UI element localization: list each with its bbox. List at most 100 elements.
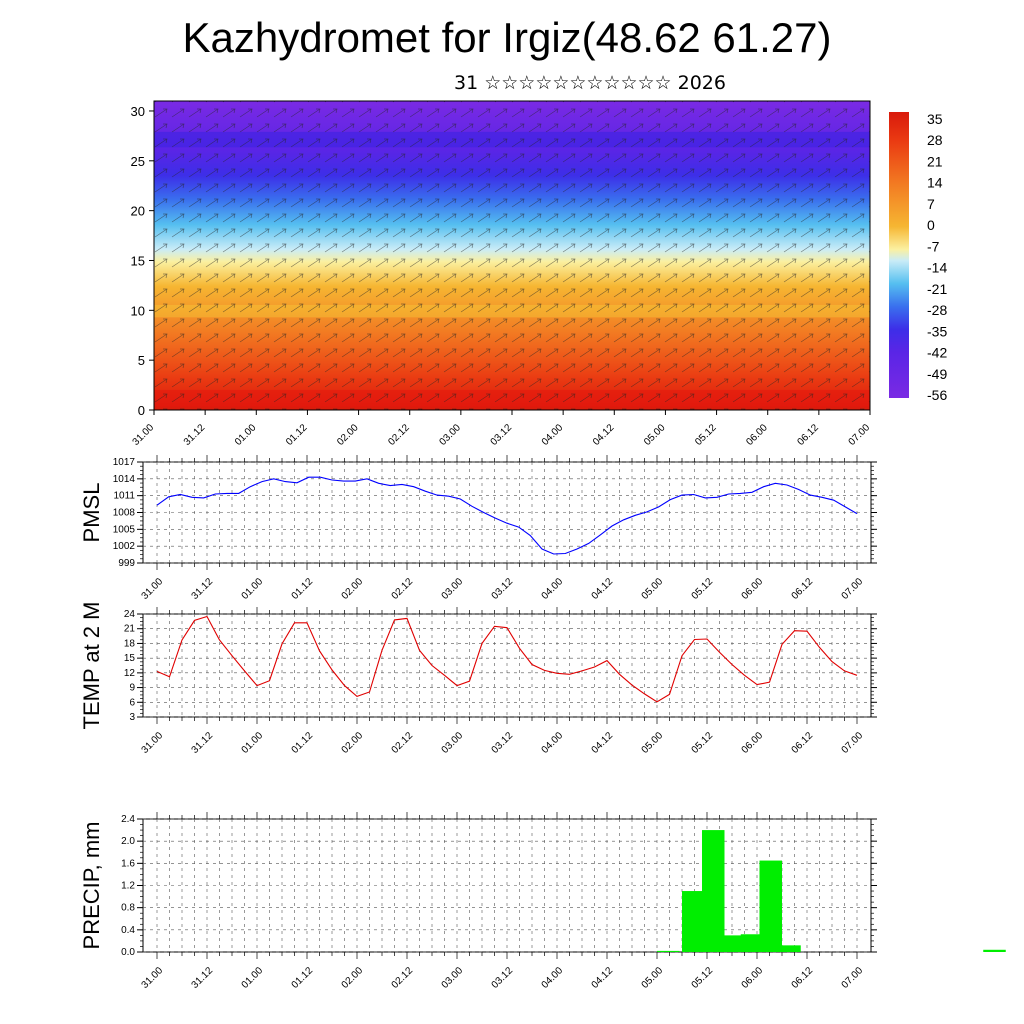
y-tick-label: 1011 [113, 491, 135, 502]
x-tick-label: 05.00 [640, 576, 666, 602]
y-tick-label: 15 [124, 653, 136, 664]
colorbar-label: 35 [927, 111, 943, 127]
y-tick-label: 25 [131, 154, 145, 169]
precip-bar [682, 891, 705, 952]
x-tick-label: 03.12 [490, 576, 516, 602]
x-tick-label: 02.00 [340, 730, 366, 756]
x-tick-label: 03.12 [490, 730, 516, 756]
x-tick-label: 06.12 [796, 422, 822, 448]
y-tick-label: 5 [138, 353, 145, 368]
colorbar-label: -28 [927, 302, 947, 318]
x-tick-label: 01.00 [240, 965, 266, 991]
x-tick-label: 04.12 [590, 730, 616, 756]
x-tick-label: 02.12 [386, 422, 412, 448]
colorbar-label: -14 [927, 260, 947, 276]
x-tick-label: 31.12 [182, 422, 208, 448]
x-tick-label: 06.00 [744, 422, 770, 448]
x-tick-label: 02.00 [335, 422, 361, 448]
x-tick-label: 04.12 [590, 576, 616, 602]
y-tick-label: 1017 [113, 457, 136, 468]
precip-bar [778, 945, 801, 952]
x-tick-label: 03.12 [489, 422, 515, 448]
x-tick-label: 31.12 [190, 965, 216, 991]
x-tick-label: 06.12 [790, 730, 816, 756]
y-tick-label: 12 [124, 668, 136, 679]
x-tick-label: 03.00 [440, 730, 466, 756]
x-tick-label: 31.00 [131, 422, 157, 448]
y-tick-label: 6 [129, 697, 135, 708]
x-tick-label: 31.00 [140, 576, 166, 602]
x-tick-label: 02.12 [390, 965, 416, 991]
colorbar-label: -35 [927, 323, 947, 339]
x-tick-label: 31.12 [190, 576, 216, 602]
y-tick-label: 20 [131, 204, 145, 219]
y-tick-label: 0.4 [121, 925, 135, 936]
x-tick-label: 03.00 [440, 576, 466, 602]
colorbar-label: 7 [927, 196, 935, 212]
x-tick-label: 01.00 [233, 422, 259, 448]
x-tick-label: 04.00 [540, 730, 566, 756]
y-axis-label: PRECIP, mm [79, 822, 104, 950]
y-tick-label: 2.4 [121, 814, 135, 825]
precip-bar [740, 934, 764, 952]
x-tick-label: 06.12 [790, 965, 816, 991]
precip-bar [657, 950, 680, 952]
y-tick-label: 1002 [113, 541, 136, 552]
y-tick-label: 1008 [113, 508, 136, 519]
y-tick-label: 30 [131, 104, 145, 119]
colorbar [889, 112, 909, 398]
x-tick-label: 01.12 [290, 576, 316, 602]
precip-bar [720, 935, 744, 952]
x-tick-label: 07.00 [840, 576, 866, 602]
x-tick-label: 05.00 [640, 965, 666, 991]
series-line [156, 476, 858, 555]
x-tick-label: 05.12 [690, 576, 716, 602]
y-tick-label: 1.2 [121, 881, 135, 892]
x-tick-label: 06.12 [790, 576, 816, 602]
y-tick-label: 1005 [113, 524, 136, 535]
x-tick-label: 07.00 [847, 422, 873, 448]
y-tick-label: 1014 [113, 474, 136, 485]
series-line [156, 615, 858, 703]
x-tick-label: 02.00 [340, 965, 366, 991]
x-tick-label: 07.00 [840, 965, 866, 991]
x-tick-label: 31.12 [190, 730, 216, 756]
x-tick-label: 03.00 [438, 422, 464, 448]
x-tick-label: 31.00 [140, 965, 166, 991]
precip-bar [759, 860, 782, 952]
x-tick-label: 01.12 [290, 730, 316, 756]
x-tick-label: 06.00 [740, 576, 766, 602]
colorbar-label: -21 [927, 281, 947, 297]
colorbar-label: 0 [927, 217, 935, 233]
x-tick-label: 06.00 [740, 965, 766, 991]
y-tick-label: 9 [129, 683, 135, 694]
x-tick-label: 05.00 [640, 730, 666, 756]
x-tick-label: 05.12 [693, 422, 719, 448]
x-tick-label: 02.12 [390, 576, 416, 602]
x-tick-label: 01.00 [240, 730, 266, 756]
x-tick-label: 04.00 [540, 965, 566, 991]
x-tick-label: 04.12 [590, 965, 616, 991]
y-tick-label: 2.0 [121, 836, 135, 847]
colorbar-label: 14 [927, 175, 943, 191]
x-tick-label: 05.12 [690, 730, 716, 756]
y-tick-label: 0.8 [121, 903, 135, 914]
y-axis-label: PMSL [79, 483, 104, 543]
wind-barbs [154, 101, 870, 410]
y-tick-label: 24 [124, 609, 136, 620]
x-tick-label: 31.00 [140, 730, 166, 756]
colorbar-label: -42 [927, 345, 947, 361]
y-tick-label: 10 [131, 303, 145, 318]
x-tick-label: 01.12 [290, 965, 316, 991]
x-tick-label: 05.12 [690, 965, 716, 991]
x-tick-label: 04.00 [540, 576, 566, 602]
x-tick-label: 07.00 [840, 730, 866, 756]
y-tick-label: 18 [124, 638, 136, 649]
x-tick-label: 03.00 [440, 965, 466, 991]
y-axis-label: TEMP at 2 M [79, 602, 104, 730]
y-tick-label: 0.0 [121, 947, 135, 958]
x-tick-label: 02.00 [340, 576, 366, 602]
y-tick-label: 0 [138, 403, 145, 418]
colorbar-label: 28 [927, 132, 943, 148]
